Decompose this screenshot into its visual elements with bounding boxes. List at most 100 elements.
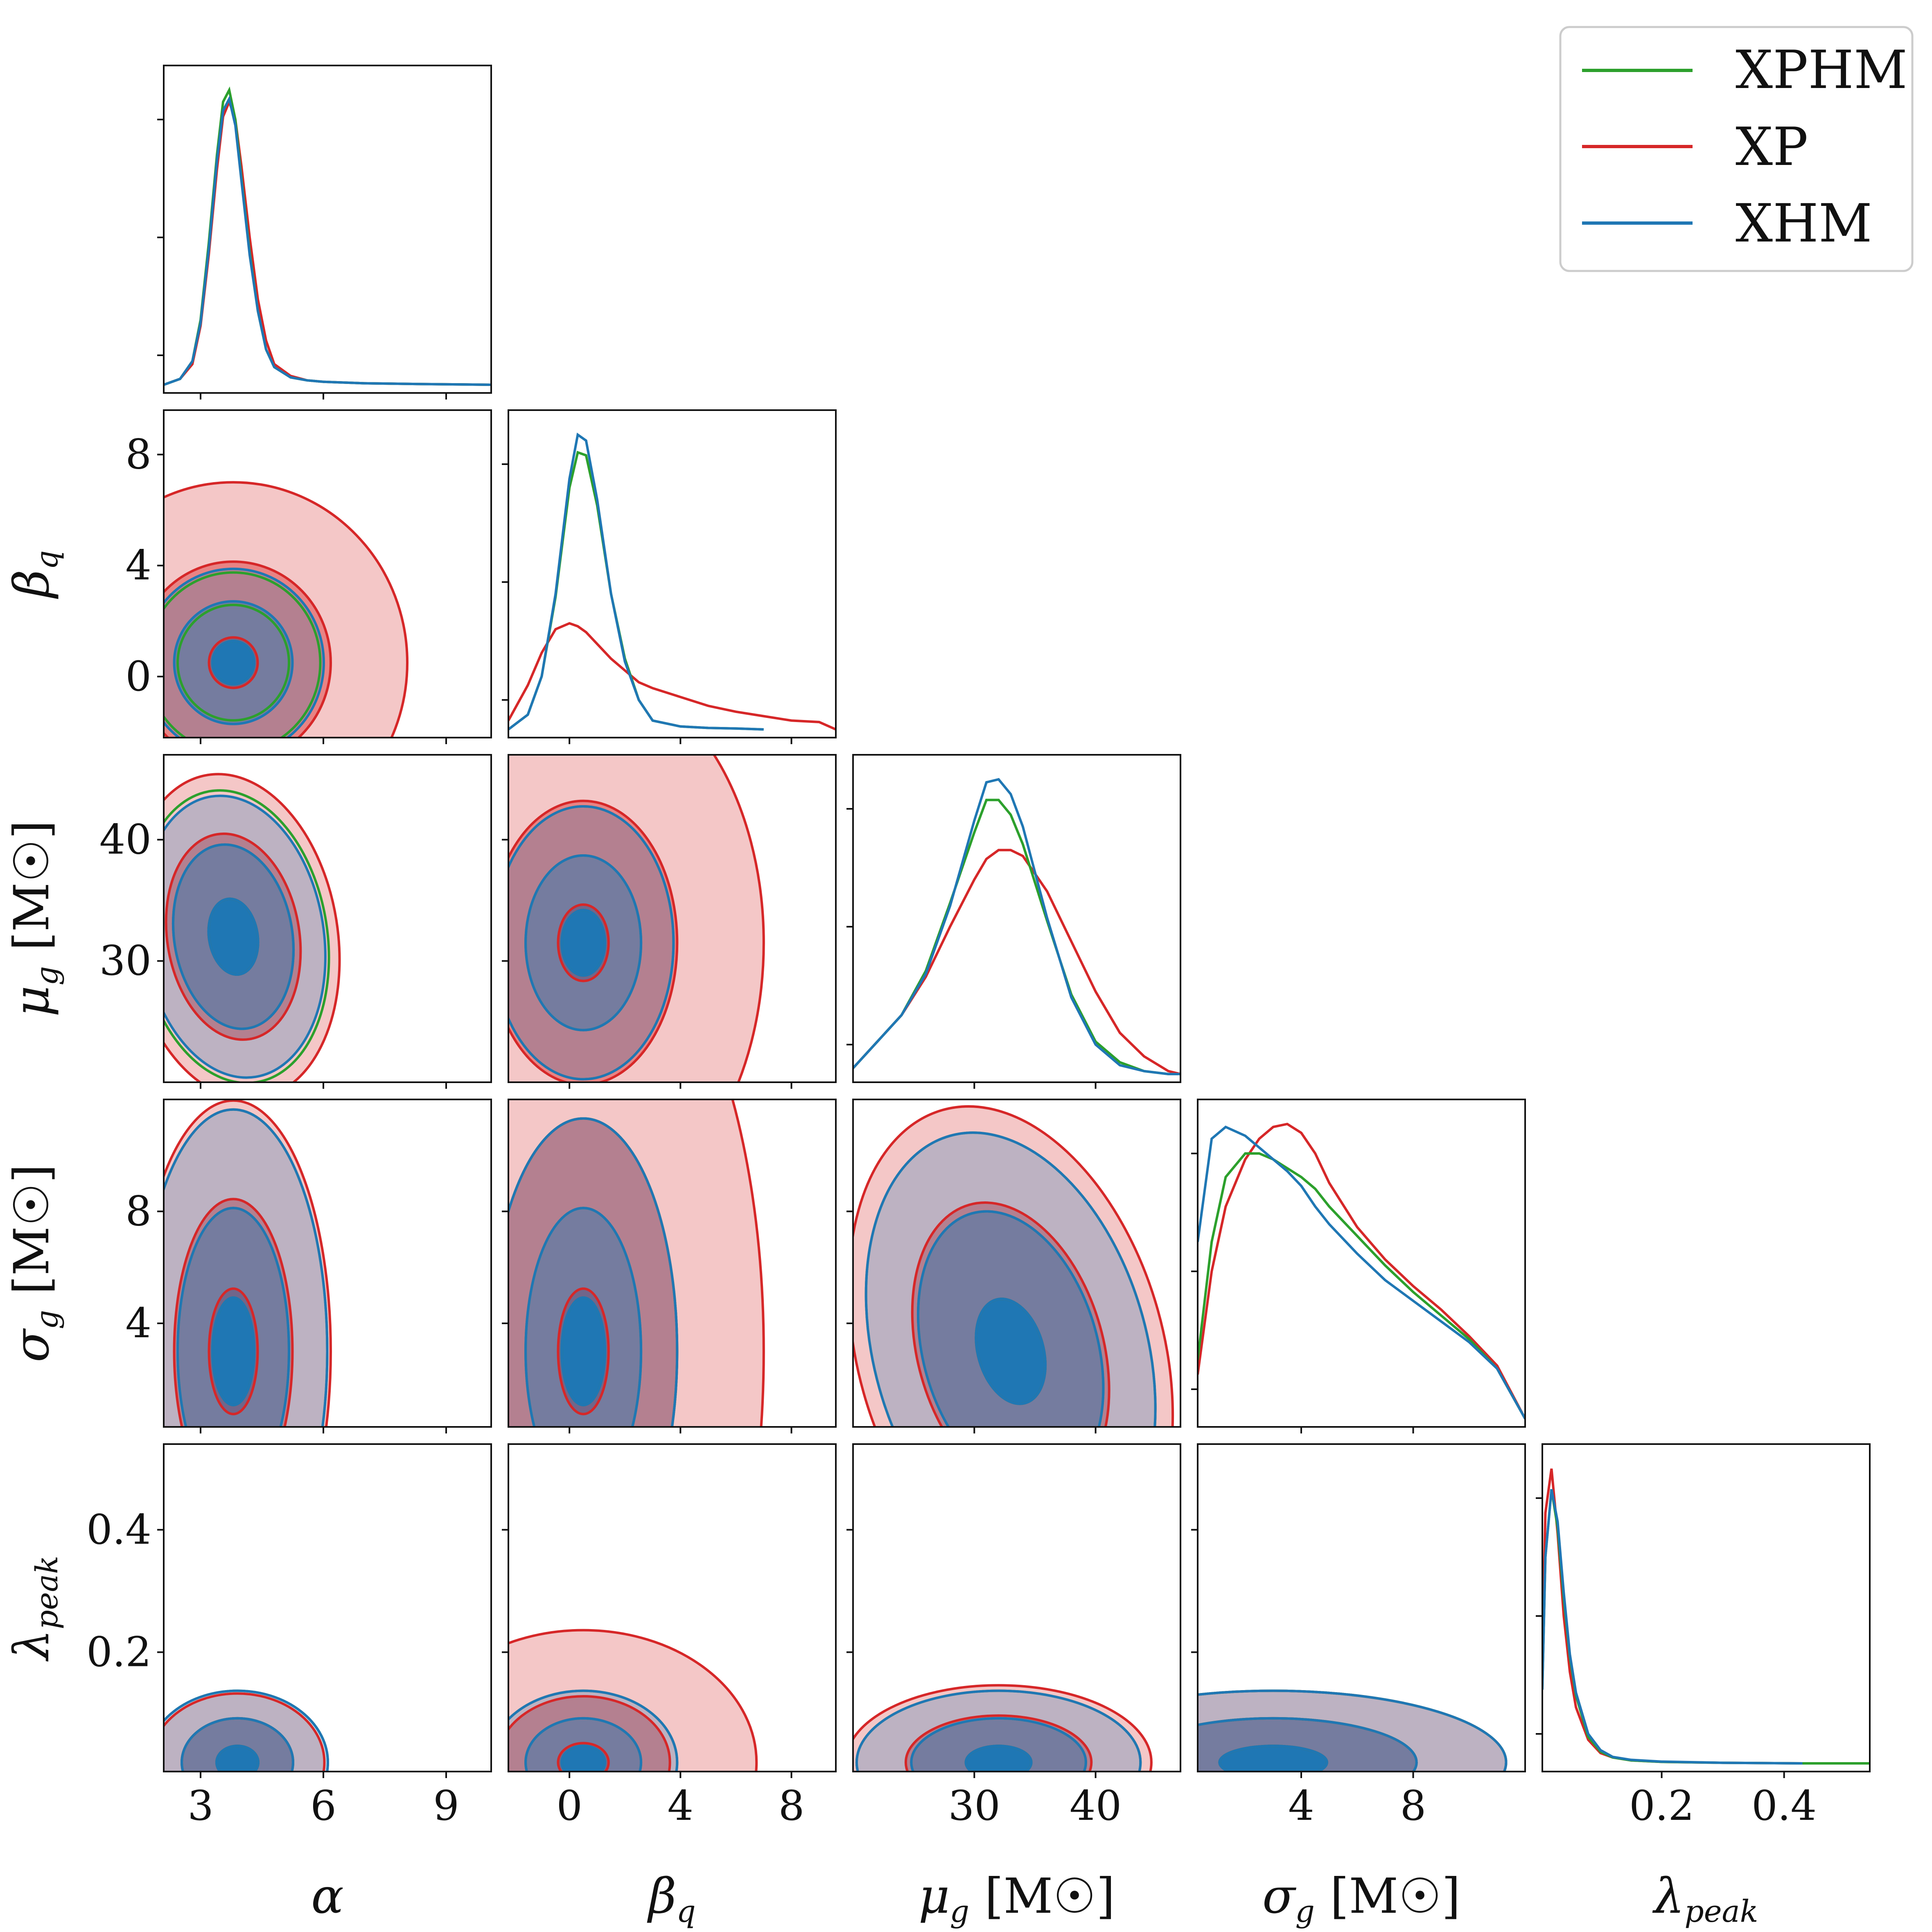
marginal-beta_q-xphm — [508, 451, 764, 731]
panel-sigma_g-vs-sigma_g — [1198, 1122, 1525, 1420]
contour-line-xhm-0 — [560, 1296, 606, 1406]
panel-frame — [163, 1443, 492, 1772]
contour-line-xhm-2 — [1198, 1689, 1508, 1772]
contour-line-xhm-2 — [864, 1131, 1157, 1427]
panel-mu_g-vs-beta_q — [508, 755, 765, 1082]
contour-line-xhm-0 — [560, 909, 606, 977]
contour-line-xp-2 — [164, 1099, 332, 1427]
contour-line-xhm-1 — [176, 1207, 290, 1427]
contour-fill-xhm-0 — [562, 1746, 605, 1772]
contour-line-xp-2 — [164, 773, 341, 1082]
contour-line-xhm-2 — [855, 1689, 1142, 1772]
panel-frame — [163, 754, 492, 1083]
y-axis-label-beta_q: βq — [3, 550, 65, 599]
contour-line-xhm-0 — [211, 640, 255, 686]
contour-fill-xp-2 — [164, 1693, 325, 1772]
contour-line-xp-1 — [164, 560, 332, 738]
marginal-mu_g-xphm — [853, 799, 1180, 1075]
contour-line-xp-1 — [508, 799, 679, 1082]
contour-fill-xhm-2 — [508, 1118, 677, 1427]
x-axis-label-mu_g: μg [M☉] — [919, 1868, 1115, 1929]
panel-frame — [1197, 1099, 1526, 1428]
x-tick-label: 3 — [187, 1782, 214, 1830]
contour-fill-xhm-2 — [164, 1690, 328, 1772]
contour-line-xphm-1 — [176, 603, 290, 722]
contour-line-xp-2 — [853, 1105, 1174, 1427]
contour-line-xhm-2 — [508, 805, 675, 1081]
legend-label-xhm: XHM — [1736, 193, 1872, 254]
contour-line-xp-2 — [508, 1629, 758, 1772]
panel-beta_q-vs-alpha — [164, 481, 409, 738]
x-tick-label: 0.4 — [1751, 1782, 1817, 1830]
contour-line-xhm-1 — [524, 854, 643, 1031]
contour-line-xp-0 — [557, 903, 610, 982]
panel-lambda_peak-vs-alpha — [164, 1689, 329, 1772]
contour-line-xp-0 — [208, 1287, 259, 1415]
contour-line-xp-1 — [508, 1695, 671, 1772]
marginal-alpha-xhm — [164, 95, 491, 386]
x-tick-label: 4 — [668, 1782, 694, 1830]
x-axis-label-alpha: α — [311, 1868, 344, 1924]
contour-line-xhm-0 — [207, 897, 260, 976]
contour-fill-xp-1 — [508, 1696, 670, 1772]
contour-line-xhm-1 — [172, 843, 295, 1030]
contour-fill-xhm-0 — [1219, 1746, 1327, 1772]
contour-line-xhm-0 — [211, 1296, 255, 1406]
panel-lambda_peak-vs-mu_g — [853, 1684, 1153, 1772]
x-axis-label-lambda_peak: λpeak — [1652, 1868, 1758, 1929]
panel-beta_q-vs-beta_q — [508, 432, 836, 731]
panel-frame — [508, 754, 837, 1083]
contour-line-xp-0 — [208, 636, 259, 689]
contour-line-xhm-2 — [164, 567, 325, 738]
panel-lambda_peak-vs-sigma_g — [1198, 1689, 1508, 1772]
panel-frame — [508, 1443, 837, 1772]
contour-line-xp-1 — [911, 1201, 1110, 1427]
panel-frame — [852, 1099, 1181, 1428]
contour-line-xp-2 — [712, 755, 765, 1082]
contour-line-xp-1 — [165, 832, 302, 1041]
panel-sigma_g-vs-alpha — [164, 1099, 332, 1427]
contour-fill-xp-2 — [853, 1685, 1151, 1772]
marginal-sigma_g-xp — [1198, 1122, 1525, 1420]
y-axis-label-sigma_g: σg [M☉] — [3, 1164, 65, 1362]
marginal-lambda_peak-xphm — [1542, 1489, 1870, 1765]
panel-mu_g-vs-mu_g — [853, 778, 1180, 1075]
marginal-alpha-xp — [164, 98, 491, 386]
contour-line-xp-0 — [557, 1742, 610, 1772]
contour-fill-xhm-0 — [562, 1298, 605, 1405]
y-tick-label: 0.4 — [86, 1505, 151, 1553]
contour-line-xhm-2 — [164, 1108, 329, 1427]
contour-fill-xhm-0 — [562, 910, 605, 976]
panel-frame — [163, 409, 492, 738]
contour-line-xhm-1 — [524, 1717, 643, 1772]
contour-line-xphm-2 — [164, 571, 322, 738]
contour-line-xhm-0 — [964, 1745, 1033, 1772]
contour-line-xhm-1 — [181, 1717, 294, 1772]
legend-label-xphm: XPHM — [1736, 40, 1907, 101]
contour-line-xp-2 — [164, 1692, 326, 1772]
x-tick-label: 30 — [948, 1782, 1000, 1830]
legend-frame — [1559, 26, 1914, 272]
y-tick-label: 30 — [99, 937, 151, 985]
panel-lambda_peak-vs-beta_q — [508, 1629, 758, 1772]
x-tick-label: 0 — [556, 1782, 582, 1830]
contour-line-xp-2 — [731, 1099, 765, 1427]
panel-frame — [508, 1099, 837, 1428]
contour-fill-xhm-2 — [857, 1690, 1141, 1772]
contour-fill-xp-1 — [508, 1118, 677, 1427]
contour-fill-xhm-0 — [966, 1746, 1031, 1772]
x-axis-label-beta_q: βq — [647, 1868, 696, 1929]
panel-mu_g-vs-alpha — [164, 773, 341, 1082]
contour-fill-xhm-2 — [164, 1109, 327, 1427]
contour-line-xhm-0 — [215, 1745, 260, 1772]
panel-lambda_peak-vs-lambda_peak — [1542, 1468, 1870, 1765]
x-tick-label: 9 — [433, 1782, 459, 1830]
contour-line-xhm-2 — [164, 1689, 329, 1772]
x-axis-label-sigma_g: σg [M☉] — [1262, 1868, 1460, 1929]
panel-frame — [1197, 1443, 1526, 1772]
x-tick-label: 40 — [1070, 1782, 1122, 1830]
marginal-beta_q-xhm — [508, 432, 764, 731]
contour-line-xhm-2 — [508, 1117, 679, 1427]
marginal-mu_g-xp — [853, 849, 1180, 1075]
